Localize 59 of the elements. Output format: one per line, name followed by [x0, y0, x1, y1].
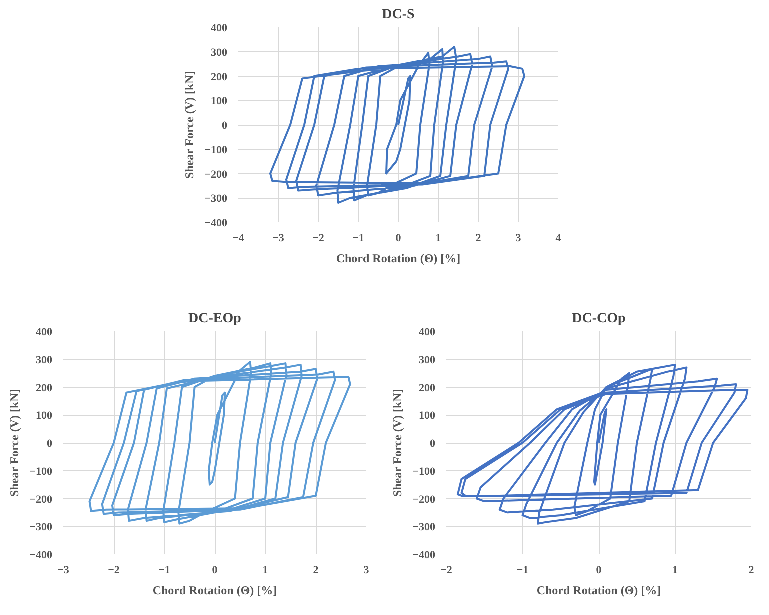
y-tick-label: −200: [412, 494, 436, 506]
y-tick-label: 300: [211, 46, 228, 59]
y-axis-title: Shear Force (V) [kN]: [182, 71, 196, 180]
x-tick-label: −2: [312, 232, 325, 244]
x-tick-label: 2: [748, 564, 755, 576]
y-tick-label: 200: [419, 382, 436, 394]
y-tick-label: −100: [412, 466, 436, 478]
y-axis-title: Shear Force (V) [kN]: [8, 389, 22, 498]
y-tick-label: −400: [412, 550, 436, 562]
y-tick-label: −400: [204, 218, 228, 230]
x-tick-label: 4: [556, 232, 562, 244]
y-tick-label: −100: [30, 466, 53, 478]
y-tick-label: 400: [419, 326, 436, 338]
y-tick-label: 400: [36, 326, 53, 338]
x-tick-label: 1: [672, 564, 678, 576]
x-tick-label: −4: [232, 232, 245, 244]
y-tick-label: −100: [204, 144, 228, 156]
y-tick-label: 100: [36, 410, 53, 422]
line-series: [270, 46, 526, 204]
x-tick-label: 0: [396, 232, 402, 244]
y-tick-label: 300: [419, 354, 436, 366]
y-tick-label: −300: [412, 522, 436, 534]
x-tick-label: 0: [596, 564, 602, 576]
y-tick-label: 200: [36, 382, 53, 394]
x-tick-label: 1: [436, 232, 442, 244]
y-tick-label: 0: [47, 438, 53, 450]
y-tick-label: 0: [222, 120, 228, 132]
x-axis-title: Chord Rotation (Θ) [%]: [536, 584, 662, 598]
y-axis-title: Shear Force (V) [kN]: [390, 389, 404, 498]
x-tick-label: −2: [440, 564, 453, 576]
x-tick-label: −3: [272, 232, 285, 244]
line-series: [88, 361, 352, 525]
x-tick-label: −2: [108, 564, 120, 576]
x-tick-label: 2: [313, 564, 320, 576]
x-tick-label: 1: [262, 564, 268, 576]
chart-title: DC-COp: [572, 312, 626, 326]
y-tick-label: 300: [36, 354, 53, 366]
x-tick-label: 3: [364, 564, 370, 576]
x-axis-title: Chord Rotation (Θ) [%]: [336, 252, 461, 266]
y-tick-label: 0: [430, 438, 436, 450]
chart-title: DC-EOp: [188, 312, 242, 326]
y-tick-label: −200: [204, 168, 228, 181]
y-tick-label: −300: [30, 522, 53, 534]
y-tick-label: −400: [30, 550, 53, 562]
x-tick-label: −1: [516, 564, 529, 576]
x-tick-label: −1: [158, 564, 170, 576]
x-tick-label: 2: [476, 232, 482, 244]
y-tick-label: 200: [211, 71, 228, 84]
y-tick-label: −200: [30, 494, 53, 506]
y-tick-label: 100: [419, 410, 436, 422]
x-tick-label: −3: [58, 564, 70, 576]
chart-title: DC-S: [382, 8, 416, 22]
y-tick-label: −300: [204, 193, 228, 206]
x-tick-label: 3: [516, 232, 522, 244]
line-series: [456, 364, 749, 525]
x-axis-title: Chord Rotation (Θ) [%]: [152, 584, 278, 598]
x-tick-label: −1: [352, 232, 364, 244]
y-tick-label: 400: [211, 22, 228, 34]
y-tick-label: 100: [211, 96, 228, 108]
